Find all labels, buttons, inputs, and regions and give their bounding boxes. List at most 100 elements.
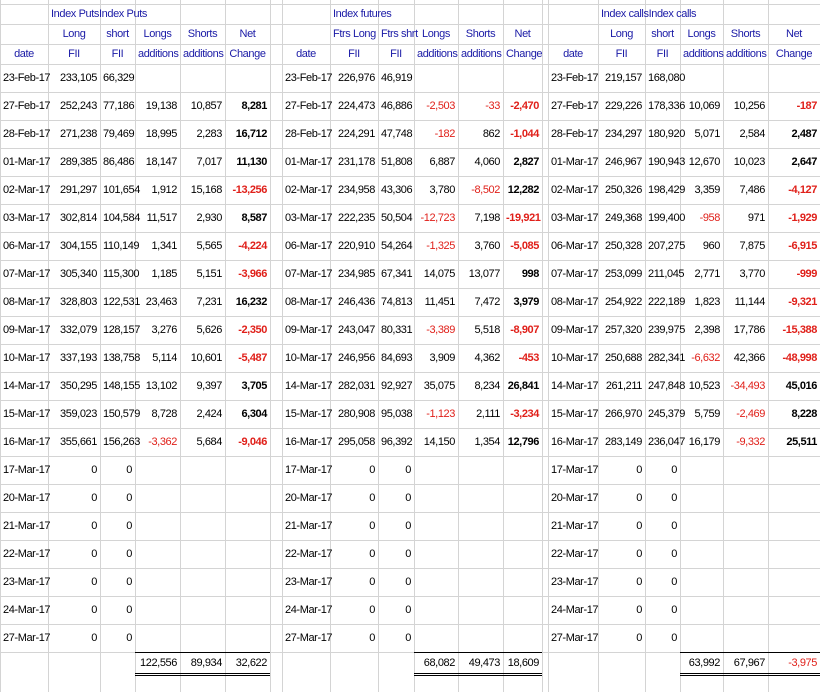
grid-line <box>0 512 820 513</box>
cell-date: 02-Mar-17 <box>551 184 599 196</box>
cell-date: 16-Mar-17 <box>3 436 51 448</box>
cell-date: 10-Mar-17 <box>3 352 51 364</box>
cell-value: 207,275 <box>648 240 685 252</box>
grid-line <box>0 344 820 345</box>
cell-value: 150,579 <box>103 408 140 420</box>
cell-date: 08-Mar-17 <box>3 296 51 308</box>
grid-line <box>458 0 459 692</box>
grid-line <box>0 260 820 261</box>
total-value: 63,992 <box>680 652 723 676</box>
cell-value: 10,857 <box>190 100 223 112</box>
cell-date: 27-Mar-17 <box>551 632 599 644</box>
total-value: 18,609 <box>503 652 542 676</box>
cell-value: 0 <box>126 576 132 588</box>
cell-value: 222,189 <box>648 296 685 308</box>
grid-line <box>768 0 769 692</box>
column-header: Long <box>610 28 633 40</box>
cell-value: 7,017 <box>196 156 222 168</box>
cell-value: 282,341 <box>648 352 685 364</box>
cell-value: 0 <box>636 576 642 588</box>
cell-value: 46,886 <box>381 100 413 112</box>
cell-value: 0 <box>91 632 97 644</box>
cell-value: 0 <box>91 548 97 560</box>
cell-value: 0 <box>636 604 642 616</box>
cell-value: 2,647 <box>791 156 817 168</box>
cell-date: 07-Mar-17 <box>551 268 599 280</box>
grid-line <box>378 0 379 692</box>
column-header: Net <box>239 28 256 40</box>
cell-date: 21-Mar-17 <box>551 520 599 532</box>
cell-value: 101,654 <box>103 184 140 196</box>
total-value: -3,975 <box>768 652 820 676</box>
cell-value: 4,362 <box>474 352 500 364</box>
cell-date: 14-Mar-17 <box>551 380 599 392</box>
cell-value: -34,493 <box>730 380 765 392</box>
cell-value: 355,661 <box>60 436 97 448</box>
cell-value: 5,151 <box>196 268 222 280</box>
grid-line <box>680 0 681 692</box>
grid-line <box>0 316 820 317</box>
cell-date: 22-Mar-17 <box>285 548 333 560</box>
cell-value: 305,340 <box>60 268 97 280</box>
cell-value: -9,321 <box>788 296 817 308</box>
grid-line <box>0 44 820 45</box>
cell-value: 47,748 <box>381 128 413 140</box>
cell-value: 0 <box>369 520 375 532</box>
cell-value: 220,910 <box>338 240 375 252</box>
cell-value: 289,385 <box>60 156 97 168</box>
cell-value: -9,332 <box>736 436 765 448</box>
grid-line <box>0 568 820 569</box>
grid-line <box>0 232 820 233</box>
cell-value: 291,297 <box>60 184 97 196</box>
grid-line <box>0 92 820 93</box>
cell-value: 8,281 <box>241 100 267 112</box>
cell-value: 0 <box>405 520 411 532</box>
cell-value: 45,016 <box>785 380 818 392</box>
cell-value: 0 <box>636 492 642 504</box>
cell-value: 862 <box>482 128 501 140</box>
cell-value: 110,149 <box>103 240 140 252</box>
cell-date: 15-Mar-17 <box>3 408 51 420</box>
cell-date: 07-Mar-17 <box>3 268 51 280</box>
cell-value: 0 <box>91 520 97 532</box>
cell-value: 250,326 <box>605 184 642 196</box>
grid-line <box>0 288 820 289</box>
cell-date: 06-Mar-17 <box>3 240 51 252</box>
cell-value: 0 <box>91 576 97 588</box>
cell-value: 328,803 <box>60 296 97 308</box>
cell-value: -958 <box>699 212 721 224</box>
grid-line <box>0 204 820 205</box>
cell-date: 27-Feb-17 <box>3 100 51 112</box>
cell-value: -2,350 <box>238 324 267 336</box>
cell-value: 250,688 <box>605 352 642 364</box>
cell-value: 9,397 <box>196 380 222 392</box>
cell-value: 233,105 <box>60 72 97 84</box>
column-header: date <box>563 48 583 60</box>
cell-value: 5,759 <box>694 408 720 420</box>
column-header: Net <box>514 28 531 40</box>
cell-value: 5,565 <box>196 240 222 252</box>
grid-line <box>330 0 331 692</box>
column-header: Net <box>786 28 802 40</box>
column-header: date <box>14 48 34 60</box>
cell-value: 0 <box>405 464 411 476</box>
cell-value: 2,111 <box>476 408 500 420</box>
cell-date: 02-Mar-17 <box>285 184 333 196</box>
cell-value: 5,114 <box>152 352 177 364</box>
grid-line <box>645 0 646 692</box>
cell-value: 79,469 <box>103 128 135 140</box>
cell-value: 16,712 <box>235 128 268 140</box>
grid-line <box>180 0 181 692</box>
cell-date: 23-Feb-17 <box>3 72 51 84</box>
cell-value: 0 <box>636 548 642 560</box>
grid-line <box>503 0 504 692</box>
grid-line <box>548 0 549 692</box>
cell-value: 3,760 <box>474 240 500 252</box>
grid-line <box>0 64 820 65</box>
column-header: date <box>296 48 316 60</box>
cell-value: 0 <box>405 548 411 560</box>
cell-value: 0 <box>671 604 677 616</box>
cell-value: -8,907 <box>510 324 539 336</box>
cell-value: 26,841 <box>507 380 540 392</box>
